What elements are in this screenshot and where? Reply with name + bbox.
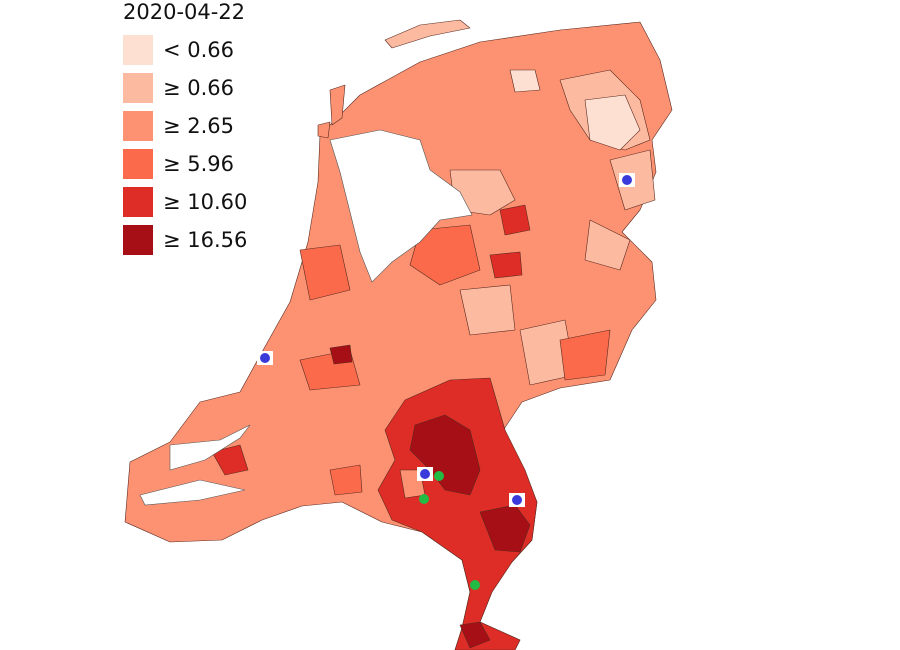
island: [329, 84, 346, 126]
region: [459, 284, 516, 336]
legend-item: ≥ 10.60: [123, 187, 247, 217]
legend-swatch: [123, 111, 153, 141]
region: [584, 219, 631, 271]
legend-label: < 0.66: [163, 38, 234, 62]
water: [139, 479, 246, 506]
region: [329, 344, 353, 365]
region: [584, 94, 641, 151]
legend-swatch: [123, 187, 153, 217]
marker: [622, 175, 632, 185]
marker: [419, 494, 429, 504]
markers: [257, 173, 635, 590]
legend-label: ≥ 2.65: [163, 114, 234, 138]
legend: 2020-04-22 < 0.66 ≥ 0.66 ≥ 2.65 ≥ 5.96 ≥ 10.…: [123, 0, 247, 255]
legend-label: ≥ 0.66: [163, 76, 234, 100]
legend-swatch: [123, 225, 153, 255]
region: [459, 621, 491, 649]
island: [317, 121, 331, 139]
region: [409, 224, 481, 286]
legend-label: ≥ 16.56: [163, 228, 247, 252]
region: [299, 244, 351, 301]
legend-item: ≥ 2.65: [123, 111, 234, 141]
legend-swatch: [123, 35, 153, 65]
legend-label: ≥ 10.60: [163, 190, 247, 214]
region: [409, 414, 481, 496]
legend-label: ≥ 5.96: [163, 152, 234, 176]
island: [384, 19, 471, 49]
lake: [329, 129, 473, 283]
marker: [420, 469, 430, 479]
region: [329, 464, 363, 496]
legend-swatch: [123, 73, 153, 103]
legend-item: ≥ 16.56: [123, 225, 247, 255]
water: [169, 424, 251, 471]
marker: [434, 471, 444, 481]
region: [489, 251, 523, 279]
legend-title: 2020-04-22: [123, 0, 245, 24]
marker: [470, 580, 480, 590]
region: [211, 444, 249, 476]
region: [509, 69, 541, 93]
marker: [512, 495, 522, 505]
region: [499, 204, 531, 236]
legend-item: ≥ 5.96: [123, 149, 234, 179]
marker: [260, 353, 270, 363]
legend-item: < 0.66: [123, 35, 234, 65]
legend-item: ≥ 0.66: [123, 73, 234, 103]
legend-swatch: [123, 149, 153, 179]
region: [559, 329, 611, 381]
